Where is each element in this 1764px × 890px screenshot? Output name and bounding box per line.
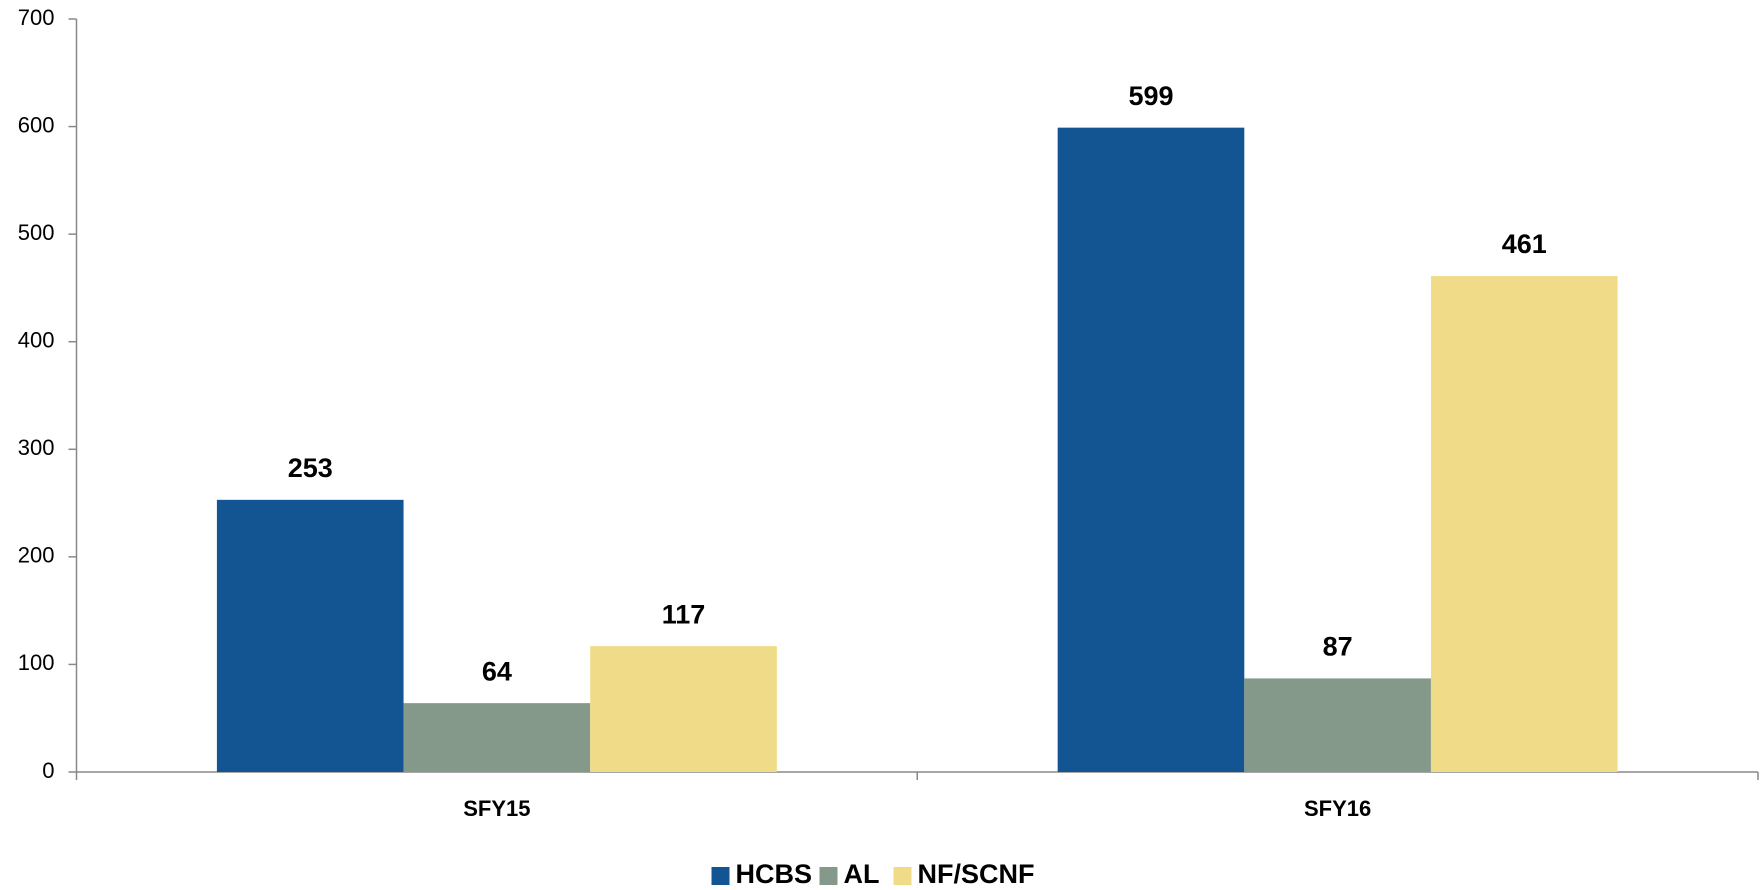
value-label: 64 (482, 656, 512, 686)
legend-swatch (711, 867, 730, 885)
bar (1430, 276, 1618, 772)
legend-label: NF/SCNF (918, 859, 1035, 889)
y-tick-label: 600 (18, 112, 55, 137)
legend-swatch (893, 867, 912, 885)
legend-label: HCBS (736, 859, 813, 889)
legend-label: AL (844, 859, 880, 889)
x-tick-label: SFY15 (463, 796, 530, 821)
y-tick-label: 700 (18, 5, 55, 30)
y-tick-label: 200 (18, 543, 55, 568)
bar (403, 703, 591, 772)
bar (590, 646, 777, 772)
y-tick-label: 400 (18, 328, 55, 353)
y-tick-label: 300 (18, 435, 55, 460)
value-label: 117 (662, 599, 706, 629)
y-tick-label: 100 (18, 650, 55, 675)
value-label: 253 (288, 453, 333, 483)
x-tick-label: SFY16 (1304, 796, 1371, 821)
y-tick-label: 0 (42, 758, 54, 783)
bar (1057, 127, 1245, 772)
value-label: 87 (1323, 632, 1353, 662)
value-label: 599 (1128, 81, 1173, 111)
value-label: 461 (1502, 229, 1547, 259)
bar (1244, 678, 1431, 772)
bar (216, 499, 404, 772)
y-tick-label: 500 (18, 220, 55, 245)
legend-swatch (819, 867, 838, 885)
